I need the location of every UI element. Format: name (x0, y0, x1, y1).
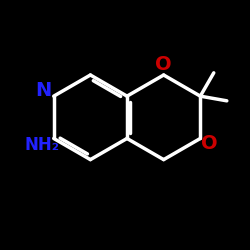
Text: N: N (36, 81, 52, 100)
Text: O: O (201, 134, 218, 153)
Text: O: O (155, 55, 172, 74)
Text: NH₂: NH₂ (24, 136, 59, 154)
